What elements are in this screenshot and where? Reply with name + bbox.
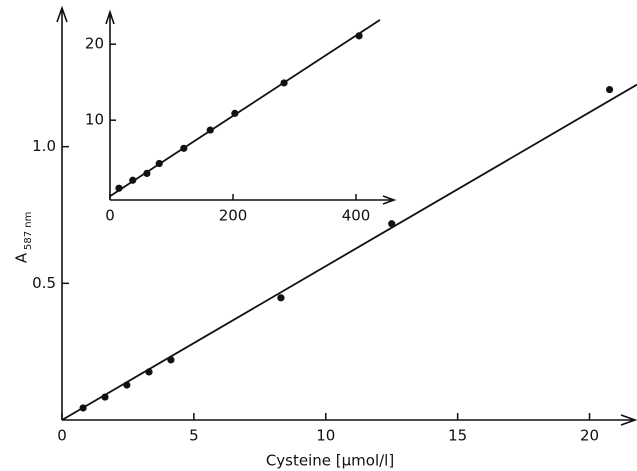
- x-tick-label: 15: [448, 427, 467, 445]
- inset-axes: [105, 9, 397, 205]
- fit-line: [61, 83, 637, 421]
- x-tick-label: 5: [189, 427, 199, 445]
- y-tick-label: 0.5: [32, 274, 56, 292]
- data-point: [605, 85, 614, 94]
- y-tick-label: 1.0: [32, 137, 56, 155]
- data-point: [277, 294, 285, 302]
- x-tick-label: 400: [342, 207, 371, 225]
- data-point: [388, 220, 396, 228]
- y-tick-label: 20: [85, 35, 104, 53]
- x-tick-label: 0: [105, 207, 115, 225]
- fit-line: [109, 19, 381, 197]
- y-tick-label: 10: [85, 111, 104, 129]
- y-axis-label: A: [13, 252, 31, 263]
- y-axis-label-subscript: 587 nm: [23, 212, 34, 250]
- x-axis-label: Cysteine [µmol/l]: [266, 452, 394, 470]
- x-tick-label: 10: [316, 427, 335, 445]
- x-tick-label: 200: [219, 207, 248, 225]
- y-axis-label-group: A 587 nm: [13, 212, 35, 263]
- main-axes: [56, 5, 637, 426]
- x-tick-label: 20: [580, 427, 599, 445]
- x-tick-label: 0: [57, 427, 67, 445]
